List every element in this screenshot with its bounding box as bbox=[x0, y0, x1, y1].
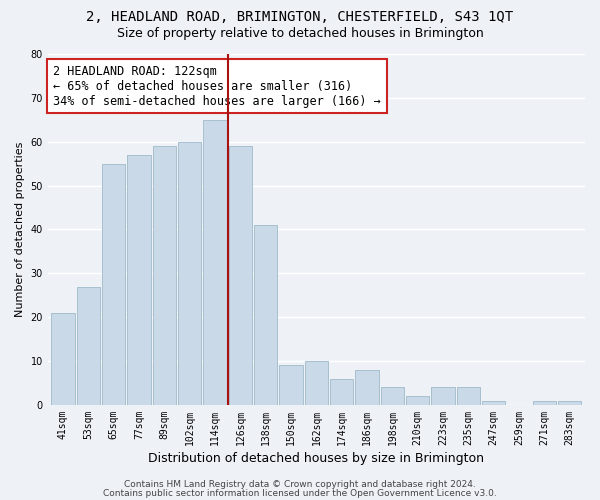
Bar bbox=[127, 155, 151, 405]
Text: Contains HM Land Registry data © Crown copyright and database right 2024.: Contains HM Land Registry data © Crown c… bbox=[124, 480, 476, 489]
Bar bbox=[355, 370, 379, 405]
Bar bbox=[330, 378, 353, 405]
Bar bbox=[52, 313, 74, 405]
Bar bbox=[203, 120, 227, 405]
Bar bbox=[305, 361, 328, 405]
Bar bbox=[280, 366, 303, 405]
Bar bbox=[482, 400, 505, 405]
Bar bbox=[457, 388, 480, 405]
Text: 2, HEADLAND ROAD, BRIMINGTON, CHESTERFIELD, S43 1QT: 2, HEADLAND ROAD, BRIMINGTON, CHESTERFIE… bbox=[86, 10, 514, 24]
Bar bbox=[558, 400, 581, 405]
Bar bbox=[533, 400, 556, 405]
Text: Size of property relative to detached houses in Brimington: Size of property relative to detached ho… bbox=[116, 28, 484, 40]
Y-axis label: Number of detached properties: Number of detached properties bbox=[15, 142, 25, 317]
Bar bbox=[254, 225, 277, 405]
Bar bbox=[152, 146, 176, 405]
Bar bbox=[381, 388, 404, 405]
Bar bbox=[102, 164, 125, 405]
X-axis label: Distribution of detached houses by size in Brimington: Distribution of detached houses by size … bbox=[148, 452, 484, 465]
Bar bbox=[431, 388, 455, 405]
Bar bbox=[406, 396, 430, 405]
Bar bbox=[229, 146, 252, 405]
Bar bbox=[77, 286, 100, 405]
Bar bbox=[178, 142, 202, 405]
Text: Contains public sector information licensed under the Open Government Licence v3: Contains public sector information licen… bbox=[103, 488, 497, 498]
Text: 2 HEADLAND ROAD: 122sqm
← 65% of detached houses are smaller (316)
34% of semi-d: 2 HEADLAND ROAD: 122sqm ← 65% of detache… bbox=[53, 64, 381, 108]
